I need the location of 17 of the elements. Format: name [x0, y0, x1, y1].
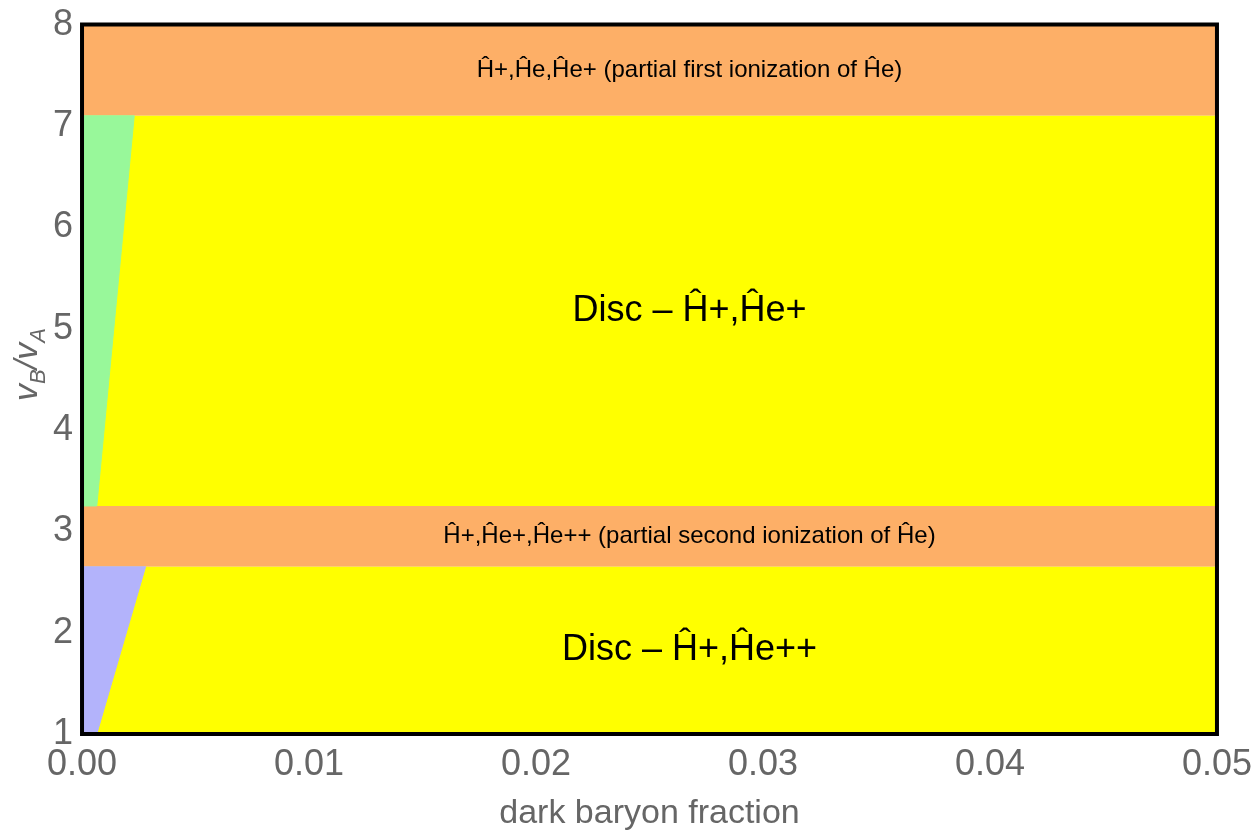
x-tick-label: 0.04 [954, 741, 1026, 783]
y-tick-label: 8 [52, 1, 74, 43]
x-tick-label: 0.02 [500, 741, 572, 783]
x-tick-label: 0.01 [273, 741, 345, 783]
y-tick-label: 4 [52, 406, 74, 448]
x-tick-label: 0.05 [1181, 741, 1253, 783]
y-tick-label: 5 [52, 305, 74, 347]
band-label: Disc – Ĥ+,Ĥe++ [561, 627, 818, 669]
x-axis-title: dark baryon fraction [499, 791, 800, 830]
y-tick-label: 7 [52, 102, 74, 144]
band-label: Ĥ+,Ĥe+,Ĥe++ (partial second ionization of Ĥe) [443, 521, 936, 549]
x-tick-label: 0.03 [727, 741, 799, 783]
y-tick-label: 6 [52, 204, 74, 246]
band-label: Disc – Ĥ+,Ĥe+ [572, 287, 807, 329]
y-tick-label: 3 [52, 508, 74, 550]
band-label: Ĥ+,Ĥe,Ĥe+ (partial first ionization of Ĥe) [476, 54, 903, 82]
y-tick-label: 2 [52, 609, 74, 651]
